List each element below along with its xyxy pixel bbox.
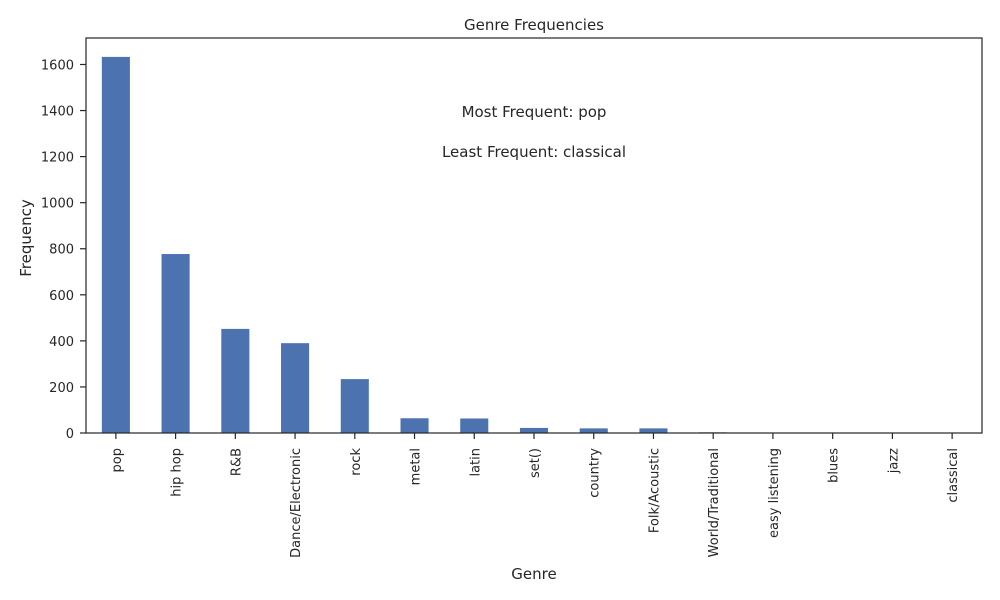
x-tick-label: classical [946,448,961,503]
bar-7 [519,427,549,433]
y-axis: 0 200 400 600 800 1000 1200 1400 1600 [41,58,86,442]
x-tick-label: set() [528,448,543,478]
bar-3 [281,343,310,433]
y-tick-label: 1000 [41,197,74,212]
annotation-most-frequent: Most Frequent: pop [462,103,607,121]
annotation-least-frequent: Least Frequent: classical [442,143,626,161]
x-tick-label: World/Traditional [707,448,722,557]
y-tick-label: 1600 [41,58,74,73]
x-tick-label: R&B [229,448,244,476]
y-tick-label: 1200 [41,151,74,166]
bar-8 [579,428,608,433]
y-tick-label: 200 [49,381,74,396]
bar-5 [400,418,429,433]
x-tick-label: jazz [886,448,901,474]
y-tick-label: 400 [49,335,74,350]
y-tick-label: 800 [49,243,74,258]
bar-9 [639,428,668,433]
y-tick-label: 0 [66,427,74,442]
x-tick-label: blues [827,448,842,483]
bar-6 [460,418,489,433]
x-tick-label: easy listening [767,448,782,538]
x-axis-label: Genre [511,565,556,583]
x-tick-label: Folk/Acoustic [647,448,662,533]
chart-title: Genre Frequencies [464,16,604,34]
x-tick-label: hip hop [170,448,185,497]
bar-4 [340,379,369,433]
y-axis-label: Frequency [17,199,35,277]
x-tick-label: rock [349,448,364,476]
bar-0 [101,56,130,433]
x-axis: pop hip hop R&B Dance/Electronic rock metal la… [110,433,961,558]
x-tick-label: country [588,448,603,498]
bar-2 [221,328,250,433]
x-tick-label: latin [468,448,483,477]
x-tick-label: pop [110,448,125,472]
x-tick-label: Dance/Electronic [289,448,304,558]
bar-1 [161,254,190,433]
y-tick-label: 600 [49,289,74,304]
x-tick-label: metal [409,448,424,485]
bars-group [101,56,967,433]
plot-frame [85,37,983,434]
y-tick-label: 1400 [41,105,74,120]
